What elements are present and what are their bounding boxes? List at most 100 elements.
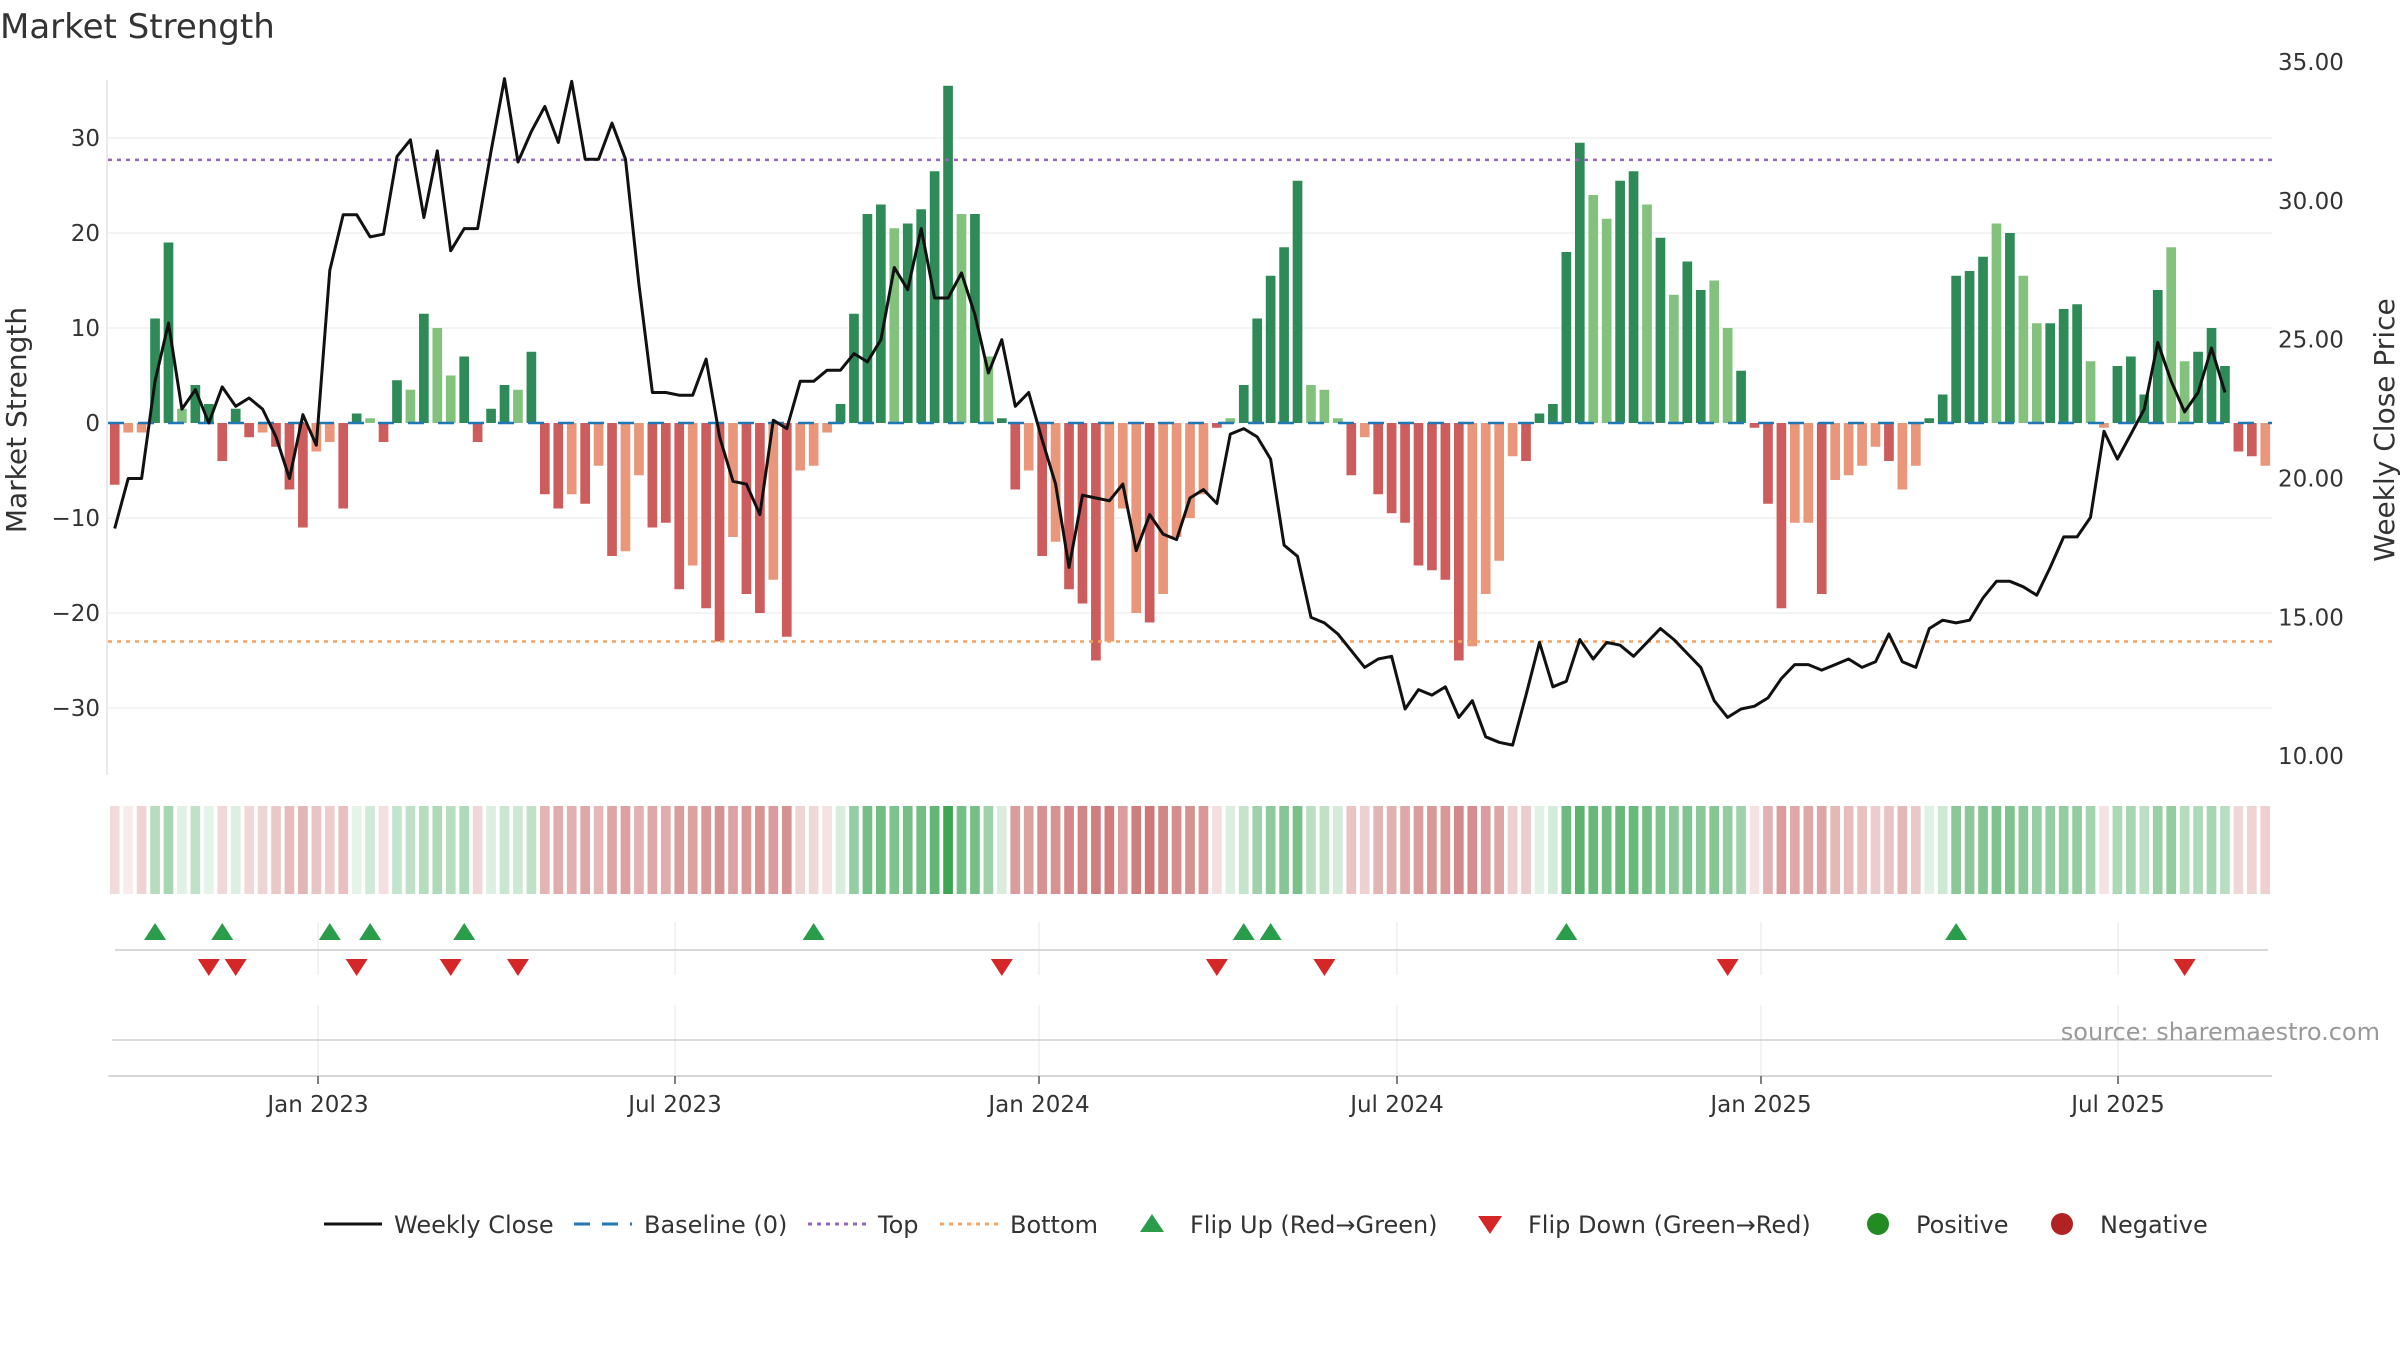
flip-down-marker [224, 959, 247, 976]
strength-bar [1669, 294, 1679, 423]
legend-item-flip_up: Flip Up (Red→Green) [1140, 1211, 1438, 1239]
source-credit: source: sharemaestro.com [2061, 1018, 2380, 1046]
regime-cell [1064, 806, 1074, 894]
right-tick-label: 35.00 [2278, 50, 2344, 76]
regime-cell [1494, 806, 1504, 894]
regime-cell [150, 806, 160, 894]
close-price-series [113, 77, 2227, 747]
strength-bar [1534, 413, 1545, 423]
strength-bar [1763, 423, 1773, 504]
legend-swatch [1867, 1213, 1889, 1235]
regime-cell [1937, 806, 1948, 894]
strength-bar [1091, 423, 1101, 661]
regime-cell [741, 806, 752, 894]
legend-item-flip_down: Flip Down (Green→Red) [1478, 1211, 1811, 1239]
regime-cell [1897, 806, 1908, 894]
regime-cell [1709, 806, 1720, 894]
legend-item-close: Weekly Close [324, 1211, 554, 1239]
regime-cell [2152, 806, 2163, 894]
strength-bar [1198, 423, 1209, 495]
regime-cell [2179, 806, 2190, 894]
regime-cell [849, 806, 859, 894]
strength-bar [755, 423, 765, 613]
strength-bar [1776, 423, 1787, 609]
regime-cell [889, 806, 900, 894]
strength-bar [163, 242, 174, 423]
regime-cell [1561, 806, 1572, 894]
regime-cell [970, 806, 980, 894]
strength-bar [714, 423, 725, 642]
lower-panel [108, 1005, 2272, 1077]
regime-cell [2099, 806, 2109, 894]
regime-cell [1884, 806, 1894, 894]
strength-bar [1628, 171, 1639, 423]
regime-cell [1010, 806, 1021, 894]
strength-bar [1427, 423, 1437, 571]
regime-cell [781, 806, 792, 894]
legend-label: Baseline (0) [644, 1211, 787, 1239]
regime-cell [1117, 806, 1128, 894]
x-tick-label: Jan 2025 [1708, 1092, 1811, 1118]
strength-bar [1803, 423, 1814, 523]
strength-bar [849, 313, 859, 423]
flip-up-marker [1945, 923, 1968, 940]
regime-cell [1628, 806, 1639, 894]
regime-cell [1185, 806, 1195, 894]
flip-down-marker [990, 959, 1013, 976]
legend-item-negative: Negative [2051, 1211, 2208, 1239]
regime-cell [1924, 806, 1935, 894]
regime-cell [1373, 806, 1384, 894]
strength-bar [1467, 423, 1478, 647]
regime-cell [1655, 806, 1666, 894]
strength-bar [445, 375, 456, 423]
strength-bar [1440, 423, 1451, 580]
right-axis-title: Weekly Close Price [2368, 298, 2400, 561]
regime-cell [1870, 806, 1881, 894]
strength-bar [2099, 423, 2109, 428]
strength-bar [1292, 180, 1303, 423]
strength-bar [2260, 423, 2271, 466]
regime-cell [338, 806, 349, 894]
strength-bar [2112, 366, 2123, 423]
strength-bar [284, 423, 295, 490]
regime-cell [392, 806, 402, 894]
strength-bar [701, 423, 711, 609]
regime-cell [1695, 806, 1706, 894]
strength-bar [1561, 252, 1572, 423]
strength-bar [150, 318, 160, 423]
regime-cell [2260, 806, 2271, 894]
flip-down-marker [1716, 959, 1739, 976]
strength-bar [1494, 423, 1504, 561]
legend-item-top: Top [808, 1211, 919, 1239]
strength-bar [1279, 247, 1289, 423]
x-tick-label: Jul 2023 [626, 1092, 722, 1118]
legend-swatch [1140, 1214, 1164, 1232]
strength-bar [1037, 423, 1047, 556]
regime-cell [755, 806, 765, 894]
flip-up-marker [453, 923, 476, 940]
strength-bar [674, 423, 685, 590]
legend: Weekly Close Baseline (0) Top Bottom Flip Up… [324, 1211, 2208, 1239]
regime-cell [1346, 806, 1357, 894]
strength-bars [109, 85, 2271, 661]
strength-bar [647, 423, 658, 528]
regime-cell [1091, 806, 1101, 894]
strength-bar [1212, 423, 1222, 428]
regime-cell [1467, 806, 1478, 894]
regime-cell [916, 806, 927, 894]
threshold-lines [108, 158, 2272, 643]
regime-cell [1642, 806, 1652, 894]
strength-bar [2206, 328, 2217, 423]
strength-bar [1346, 423, 1357, 476]
regime-cell [1964, 806, 1975, 894]
legend-label: Flip Up (Red→Green) [1190, 1211, 1438, 1239]
regime-cell [432, 806, 443, 894]
strength-bar [1507, 423, 1518, 457]
strength-bar [996, 418, 1007, 423]
regime-cell [1830, 806, 1841, 894]
strength-bar [1695, 290, 1706, 423]
legend-item-baseline: Baseline (0) [574, 1211, 787, 1239]
strength-bar [1951, 275, 1961, 423]
legend-swatch [2051, 1213, 2073, 1235]
